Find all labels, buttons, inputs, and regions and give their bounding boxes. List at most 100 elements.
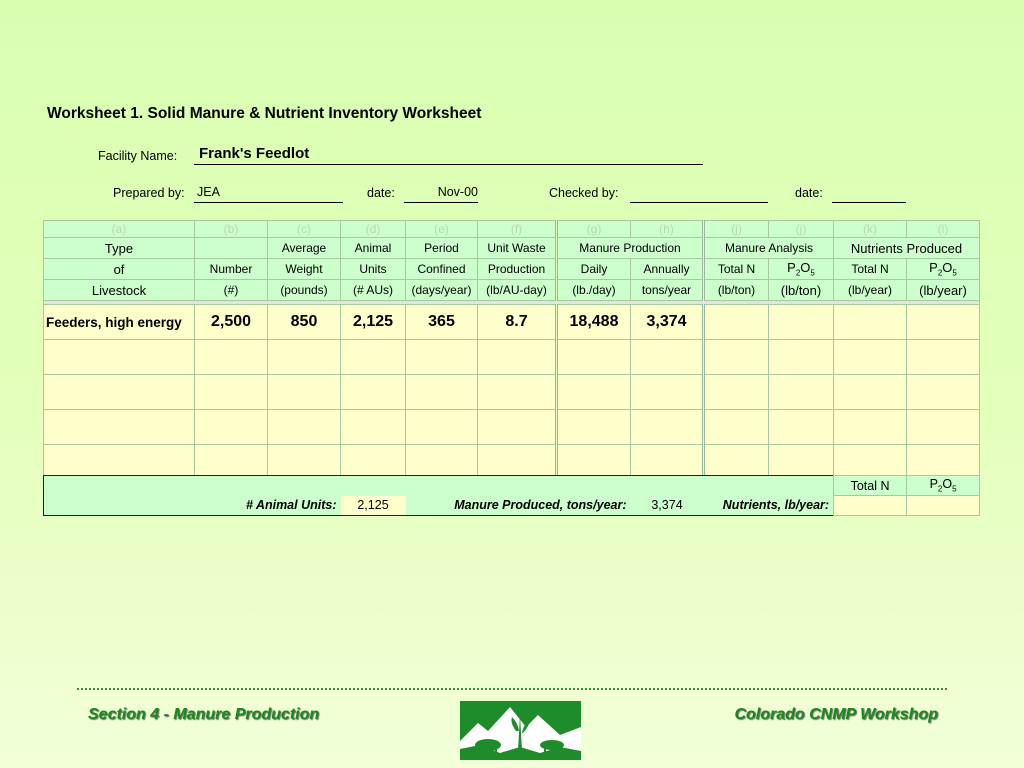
- header-nutrients-total-n: Total N: [833, 258, 907, 280]
- empty-cell[interactable]: [267, 374, 341, 410]
- empty-cell[interactable]: [703, 409, 769, 445]
- empty-cell[interactable]: [768, 374, 834, 410]
- header-of: of: [43, 258, 195, 280]
- empty-cell[interactable]: [630, 444, 705, 480]
- cell-daily[interactable]: 18,488: [556, 304, 631, 340]
- empty-cell[interactable]: [43, 339, 195, 375]
- cell-type[interactable]: Feeders, high energy: [43, 304, 195, 340]
- empty-cell[interactable]: [267, 444, 341, 480]
- empty-cell[interactable]: [630, 409, 705, 445]
- col-letter: (a): [43, 220, 195, 238]
- nutrients-label: Nutrients, lb/year:: [722, 498, 830, 513]
- empty-cell[interactable]: [630, 374, 705, 410]
- column-letters-row: (a) (b) (c) (d) (e) (f) (g) (h) (j) (j) …: [43, 220, 980, 238]
- cell-weight[interactable]: 850: [267, 304, 341, 340]
- empty-cell[interactable]: [906, 444, 980, 480]
- empty-cell[interactable]: [43, 409, 195, 445]
- facility-name-field[interactable]: Frank's Feedlot: [194, 145, 703, 165]
- prepared-by-label: Prepared by:: [113, 186, 185, 200]
- empty-cell[interactable]: [477, 409, 558, 445]
- cell-period[interactable]: 365: [405, 304, 478, 340]
- empty-cell[interactable]: [340, 409, 406, 445]
- empty-cell[interactable]: [340, 374, 406, 410]
- empty-cell[interactable]: [340, 444, 406, 480]
- empty-cell[interactable]: [833, 374, 907, 410]
- manure-produced-value: 3,374: [651, 498, 683, 513]
- header-animal-units: Animal: [340, 237, 406, 259]
- worksheet-title: Worksheet 1. Solid Manure & Nutrient Inv…: [47, 105, 482, 122]
- cell-annually[interactable]: 3,374: [630, 304, 705, 340]
- empty-cell[interactable]: [906, 409, 980, 445]
- empty-cell[interactable]: [556, 409, 631, 445]
- prepared-date-field[interactable]: Nov-00: [404, 184, 478, 203]
- empty-cell[interactable]: [556, 444, 631, 480]
- empty-cell[interactable]: [340, 339, 406, 375]
- header-confined-2: Confined: [405, 258, 478, 280]
- empty-cell[interactable]: [194, 374, 268, 410]
- summary-total-n-label: Total N: [833, 475, 908, 496]
- nutrients-p2o5-value[interactable]: [906, 495, 981, 516]
- col-letter: (e): [405, 220, 478, 238]
- summary-p2o5-label: P2O5: [906, 475, 981, 496]
- empty-cell[interactable]: [477, 444, 558, 480]
- empty-cell[interactable]: [194, 339, 268, 375]
- header-days-unit: (days/year): [405, 279, 478, 301]
- empty-cell[interactable]: [477, 374, 558, 410]
- manure-produced-label: Manure Produced, tons/year:: [454, 498, 627, 513]
- header-units-2: Units: [340, 258, 406, 280]
- header-number-unit: (#): [194, 279, 268, 301]
- cell-unit-waste[interactable]: 8.7: [477, 304, 558, 340]
- empty-cell[interactable]: [405, 374, 478, 410]
- table-row: [43, 339, 980, 375]
- cell-animal-units[interactable]: 2,125: [340, 304, 406, 340]
- table-row: Feeders, high energy 2,500 850 2,125 365…: [43, 304, 980, 340]
- cell-nutrients-p[interactable]: [906, 304, 980, 340]
- footer-workshop-title: Colorado CNMP Workshop: [734, 706, 938, 723]
- empty-cell[interactable]: [703, 444, 769, 480]
- empty-cell[interactable]: [405, 409, 478, 445]
- empty-cell[interactable]: [906, 339, 980, 375]
- cell-analysis-p[interactable]: [768, 304, 834, 340]
- header-type: Type: [43, 237, 195, 259]
- header-annually-unit: tons/year: [630, 279, 705, 301]
- empty-cell[interactable]: [833, 444, 907, 480]
- empty-cell[interactable]: [768, 409, 834, 445]
- empty-cell[interactable]: [43, 374, 195, 410]
- cell-number[interactable]: 2,500: [194, 304, 268, 340]
- empty-cell[interactable]: [405, 339, 478, 375]
- empty-cell[interactable]: [556, 374, 631, 410]
- mountains-livestock-logo-icon: [460, 701, 581, 760]
- header-livestock: Livestock: [43, 279, 195, 301]
- empty-cell[interactable]: [43, 444, 195, 480]
- col-letter: (j): [768, 220, 834, 238]
- empty-cell[interactable]: [703, 374, 769, 410]
- empty-cell[interactable]: [194, 409, 268, 445]
- nutrients-total-n-value[interactable]: [833, 495, 908, 516]
- header-production-2: Production: [477, 258, 558, 280]
- empty-cell[interactable]: [833, 339, 907, 375]
- prepared-by-field[interactable]: JEA: [194, 184, 343, 203]
- cell-analysis-n[interactable]: [703, 304, 769, 340]
- checked-date-field[interactable]: [832, 184, 906, 203]
- empty-cell[interactable]: [833, 409, 907, 445]
- table-row: [43, 409, 980, 445]
- facility-name-label: Facility Name:: [98, 149, 178, 163]
- empty-cell[interactable]: [768, 339, 834, 375]
- empty-cell[interactable]: [194, 444, 268, 480]
- empty-cell[interactable]: [267, 409, 341, 445]
- empty-cell[interactable]: [906, 374, 980, 410]
- header-nutrients-p2o5: P2O5: [906, 258, 980, 280]
- header-annually: Annually: [630, 258, 705, 280]
- empty-cell[interactable]: [556, 339, 631, 375]
- empty-cell[interactable]: [703, 339, 769, 375]
- empty-cell[interactable]: [768, 444, 834, 480]
- empty-cell[interactable]: [477, 339, 558, 375]
- empty-cell[interactable]: [630, 339, 705, 375]
- cell-nutrients-n[interactable]: [833, 304, 907, 340]
- header-row-2: of Number Weight Units Confined Producti…: [43, 258, 980, 280]
- empty-cell[interactable]: [405, 444, 478, 480]
- empty-cell[interactable]: [267, 339, 341, 375]
- summary-table: Total N P2O5 # Animal Units: 2,125 Manur…: [43, 475, 981, 516]
- checked-by-field[interactable]: [630, 184, 768, 203]
- header-manure-production: Manure Production: [556, 237, 705, 259]
